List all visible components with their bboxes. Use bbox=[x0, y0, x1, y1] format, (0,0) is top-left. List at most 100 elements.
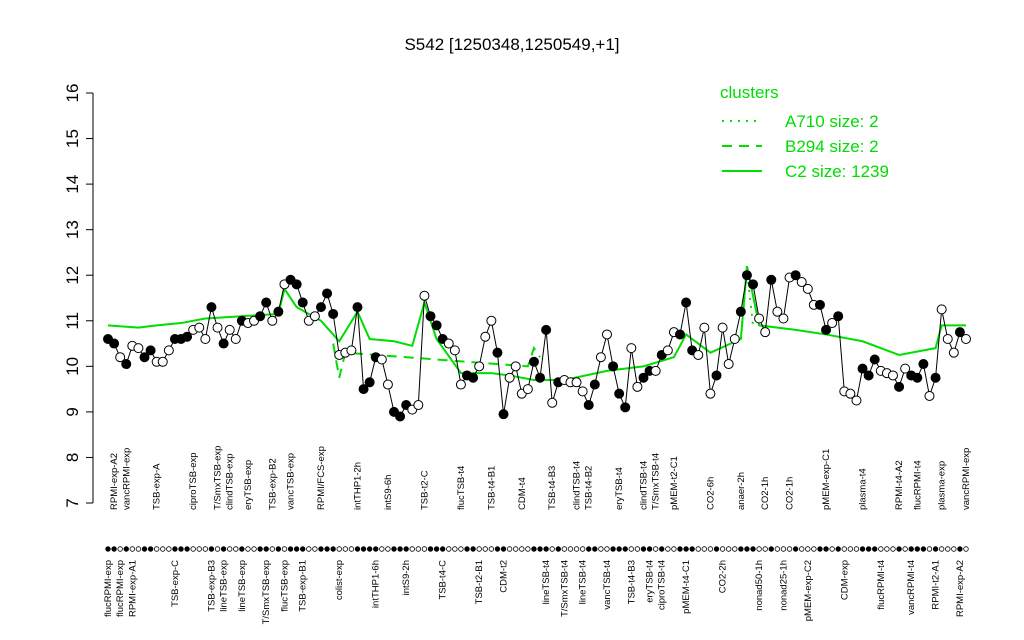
y-tick-label: 11 bbox=[63, 312, 82, 330]
x-tick-label: TSB-exp-C bbox=[170, 560, 181, 607]
data-point bbox=[425, 311, 436, 322]
rug-dot bbox=[610, 546, 616, 552]
x-tick-label: pMEM-exp-C2 bbox=[803, 560, 814, 621]
rug-dot bbox=[738, 546, 744, 552]
rug-dot bbox=[500, 546, 507, 552]
rug-dot bbox=[555, 546, 561, 552]
x-tick-label: clindTSB-exp bbox=[225, 454, 236, 511]
rug-dot bbox=[640, 546, 647, 552]
x-tick-label: flucTSB-t4 bbox=[456, 466, 467, 510]
x-tick-label: flucRPMI-exp bbox=[103, 560, 114, 617]
x-tick-label: nonad25-1h bbox=[778, 560, 789, 611]
x-tick-label: nonad50-1h bbox=[754, 560, 765, 611]
data-point bbox=[729, 334, 740, 344]
data-point bbox=[900, 363, 911, 374]
rug-dot bbox=[859, 546, 866, 552]
data-point bbox=[419, 290, 430, 301]
rug-dot bbox=[312, 546, 318, 552]
rug-dot bbox=[427, 546, 434, 552]
data-point bbox=[352, 302, 363, 313]
x-tick-label: plasma-exp bbox=[937, 461, 948, 510]
data-point bbox=[115, 352, 126, 363]
data-point bbox=[632, 381, 643, 392]
x-tick-label: TSB-t4-B3 bbox=[547, 466, 558, 510]
data-point bbox=[261, 297, 272, 308]
data-point bbox=[133, 343, 144, 354]
x-tick-label: TSB-t4-B1 bbox=[486, 466, 497, 510]
data-point bbox=[376, 354, 387, 365]
data-point bbox=[614, 388, 625, 399]
data-point bbox=[936, 304, 947, 315]
x-tick-label: CO2-1h bbox=[760, 477, 771, 510]
data-point bbox=[638, 372, 649, 383]
rug-dot bbox=[318, 546, 324, 552]
x-tick-label: vancTSB-exp bbox=[286, 453, 297, 510]
x-tick-label: pMEM-exp-C1 bbox=[821, 449, 832, 510]
data-point bbox=[212, 322, 223, 333]
x-tick-label: TSB-t4-B2 bbox=[584, 466, 595, 510]
x-tick-label: vancTSB-t4 bbox=[602, 560, 613, 610]
rug-dot bbox=[671, 546, 677, 552]
rug-dot bbox=[415, 546, 422, 552]
x-tick-label: T/SmxTSB-t4 bbox=[559, 560, 570, 617]
rug-dot bbox=[932, 546, 939, 552]
rug-dot bbox=[220, 546, 227, 552]
rug-dot bbox=[275, 546, 282, 552]
rug-dot bbox=[202, 546, 209, 552]
rug-dot bbox=[342, 546, 349, 552]
rug-dot bbox=[683, 546, 689, 552]
x-tick-label: eryTSB-exp bbox=[243, 460, 254, 510]
rug-dot bbox=[233, 546, 239, 552]
x-tick-label: clindTSB-t4 bbox=[572, 461, 583, 510]
rug-dot bbox=[592, 546, 598, 552]
rug-dot bbox=[330, 546, 336, 552]
rug-dot bbox=[287, 546, 294, 552]
data-point bbox=[480, 331, 491, 342]
rug-dot bbox=[579, 546, 586, 552]
data-point bbox=[827, 318, 838, 329]
data-point bbox=[291, 279, 302, 290]
data-point bbox=[766, 274, 777, 285]
rug-dot bbox=[823, 546, 829, 552]
data-point bbox=[595, 352, 606, 363]
data-point bbox=[364, 377, 375, 388]
rug-dot bbox=[829, 546, 835, 552]
rug-dot bbox=[105, 546, 111, 552]
x-tick-label: CO2-2h bbox=[718, 560, 729, 593]
rug-dot bbox=[172, 546, 178, 552]
data-point bbox=[845, 388, 856, 399]
rug-dot bbox=[488, 546, 495, 552]
rug-dot bbox=[385, 546, 391, 552]
rug-dot bbox=[567, 546, 574, 552]
data-point bbox=[887, 370, 898, 381]
data-point bbox=[449, 345, 460, 356]
data-point bbox=[498, 409, 509, 420]
data-point bbox=[431, 320, 442, 331]
rug-dot bbox=[872, 546, 878, 552]
data-point bbox=[601, 329, 612, 340]
data-point bbox=[468, 372, 479, 383]
data-point bbox=[711, 370, 722, 381]
rug-dot bbox=[561, 546, 568, 552]
x-tick-label: T/SmxTSB-exp bbox=[261, 560, 272, 624]
x-tick-label: T/SmxTSB-t4 bbox=[651, 453, 662, 510]
rug-dot bbox=[324, 546, 330, 552]
rug-dot bbox=[208, 546, 215, 552]
data-point bbox=[699, 322, 710, 333]
data-point bbox=[382, 379, 393, 390]
data-point bbox=[608, 361, 619, 372]
data-point bbox=[857, 363, 868, 374]
rug-dot bbox=[725, 546, 732, 552]
rug-dot bbox=[646, 546, 653, 552]
rug-dot bbox=[622, 546, 628, 552]
rug-dot bbox=[494, 546, 501, 552]
data-point bbox=[522, 384, 533, 395]
rug-dot bbox=[251, 546, 257, 552]
data-point bbox=[675, 329, 685, 340]
data-point bbox=[620, 402, 631, 413]
x-tick-label: RPMI/FCS-exp bbox=[316, 446, 327, 510]
rug-dot bbox=[549, 546, 555, 552]
rug-dot bbox=[214, 546, 221, 552]
x-tick-label: flucRPMI-exp bbox=[115, 560, 126, 617]
x-tick-label: RPMI-t4-A2 bbox=[894, 460, 905, 510]
